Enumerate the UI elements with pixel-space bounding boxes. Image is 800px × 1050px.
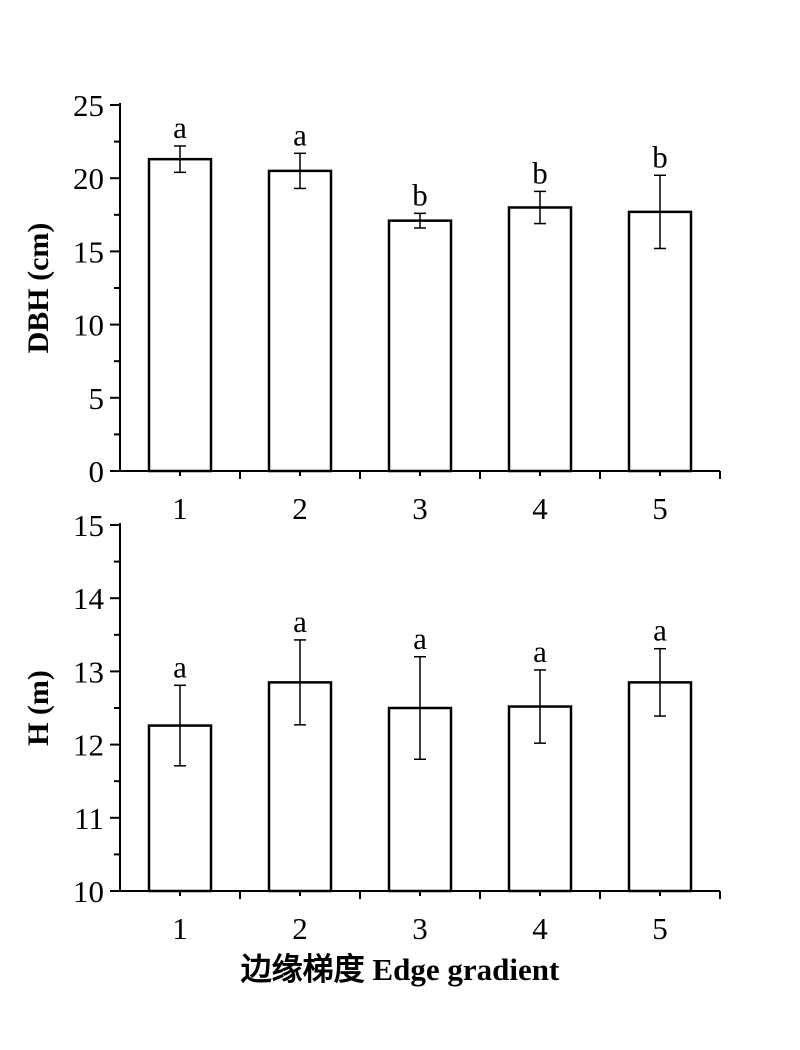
bar-5 [627,681,693,893]
y-tick-label: 10 [73,874,104,909]
height-y-axis-label: H (m) [22,670,55,746]
x-axis-label: 边缘梯度 Edge gradient [241,952,560,987]
y-tick-label: 25 [73,88,104,123]
x-tick-label: 3 [412,911,428,946]
y-tick-label: 0 [89,454,105,489]
y-tick-label: 13 [73,654,104,689]
y-tick-label: 5 [89,381,105,416]
height-bars [147,681,693,893]
y-tick-label: 11 [74,801,104,836]
x-tick-label: 4 [532,491,548,526]
x-tick-label: 1 [172,911,188,946]
height-error-bars [174,639,666,767]
y-tick-label: 20 [73,161,104,196]
x-tick-label: 3 [412,491,428,526]
y-tick-label: 15 [73,234,104,269]
error-bar-1 [174,145,186,174]
significance-letter-4: a [533,634,547,669]
bar-4 [507,206,573,473]
error-bar-2 [294,639,306,726]
significance-letter-5: a [653,613,667,648]
dbh-error-bars [174,145,666,250]
y-tick-label: 12 [73,728,104,763]
error-bar-4 [534,190,546,225]
x-tick-label: 5 [652,911,668,946]
error-bar-3 [414,212,426,229]
height-x-tick-labels: 1 2 3 4 5 [172,911,668,946]
x-tick-label: 1 [172,491,188,526]
significance-letter-3: a [413,621,427,656]
error-bar-4 [534,669,546,744]
height-y-tick-labels: 10 11 12 13 14 15 [73,508,105,909]
significance-letter-4: b [532,155,548,190]
x-tick-label: 2 [292,491,308,526]
y-tick-label: 10 [73,308,104,343]
bar-1 [147,157,213,473]
error-bar-1 [174,684,186,767]
x-tick-label: 2 [292,911,308,946]
y-tick-label: 15 [73,508,104,543]
significance-letter-1: a [173,110,187,145]
dbh-bars [147,157,693,473]
error-bar-2 [294,152,306,190]
bar-3 [387,706,453,893]
x-tick-label: 4 [532,911,548,946]
error-bar-5 [654,647,666,717]
x-tick-label: 5 [652,491,668,526]
significance-letter-2: a [293,604,307,639]
y-tick-label: 14 [73,581,105,616]
bar-3 [387,219,453,473]
dbh-axes [110,103,721,479]
bar-5 [627,210,693,473]
dbh-annotations: a a b b b [173,110,668,212]
dbh-y-tick-labels: 0 5 10 15 20 25 [73,88,104,489]
significance-letter-3: b [412,177,428,212]
dbh-panel: a a b b b 0 5 10 15 20 25 1 2 3 4 5 DBH (cm) [22,88,721,526]
height-annotations: a a a a a [173,604,667,684]
dbh-y-axis-label: DBH (cm) [22,223,55,354]
dbh-x-tick-labels: 1 2 3 4 5 [172,491,668,526]
error-bar-5 [654,174,666,250]
significance-letter-1: a [173,649,187,684]
significance-letter-5: b [652,139,668,174]
error-bar-3 [414,656,426,760]
significance-letter-2: a [293,117,307,152]
bar-2 [267,169,333,473]
